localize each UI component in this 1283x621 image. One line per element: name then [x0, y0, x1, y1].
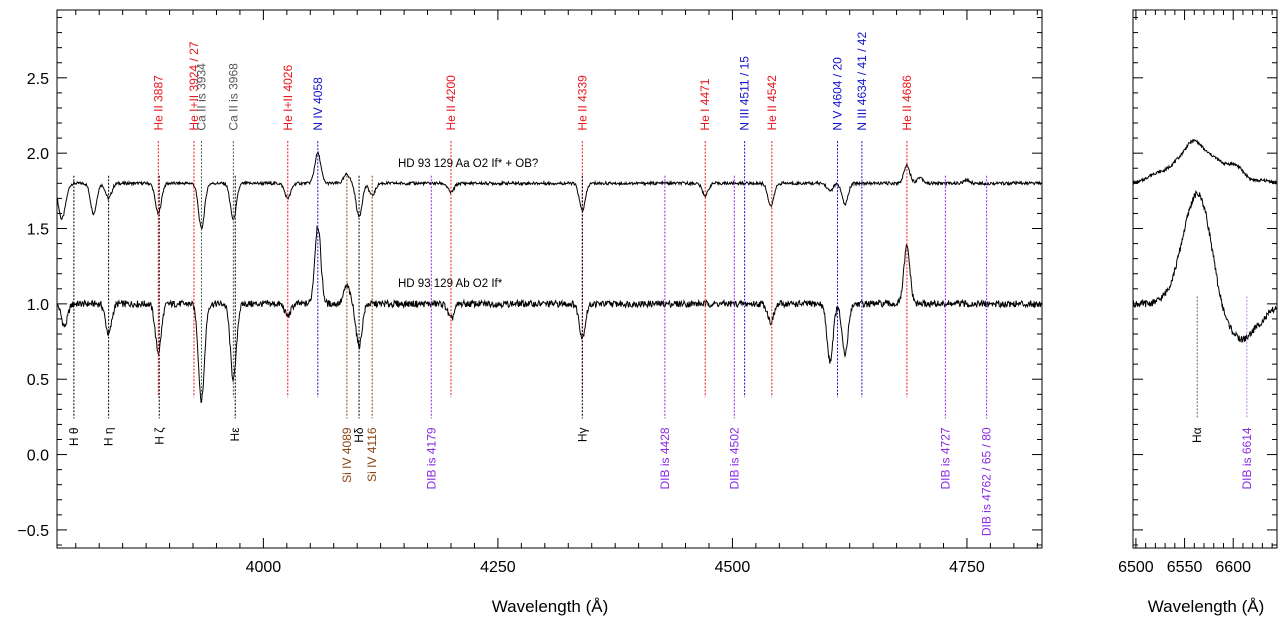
- line-label: N III 4511 / 15: [738, 56, 752, 131]
- line-label: Si IV 4116: [365, 427, 379, 482]
- series-label-ab: HD 93 129 Ab O2 If*: [398, 278, 503, 290]
- x-tick-label: 6500: [1118, 559, 1154, 576]
- series-label-aa: HD 93 129 Aa O2 If* + OB?: [398, 158, 538, 170]
- x-tick-label: 6600: [1215, 559, 1251, 576]
- line-label: He I 4471: [698, 78, 712, 130]
- line-label: N V 4604 / 20: [830, 57, 844, 131]
- spectrum-line-ab: [1132, 189, 1278, 343]
- y-tick-label: 0.0: [27, 448, 49, 465]
- line-label: DIB is 4762 / 65 / 80: [980, 427, 994, 536]
- line-label: He I+II 4026: [281, 65, 295, 131]
- line-label: He II 4339: [575, 75, 589, 131]
- line-label: H η: [102, 427, 116, 446]
- x-axis-title: Wavelength (Å): [492, 597, 609, 616]
- x-tick-label: 4750: [949, 559, 985, 576]
- y-tick-label: 1.5: [27, 222, 49, 239]
- spectrum-line-aa: [1133, 139, 1278, 186]
- spectrum-line-aa: [56, 150, 1042, 231]
- plot-frame: [56, 9, 1043, 549]
- line-label: He II 4686: [900, 75, 914, 131]
- line-label: DIB is 4428: [658, 427, 672, 489]
- y-tick-label: −0.5: [17, 523, 49, 540]
- line-label: N IV 4058: [311, 77, 325, 131]
- line-label: He II 3887: [151, 75, 165, 131]
- line-label: Ca II is 3968: [226, 63, 240, 131]
- line-label: DIB is 4502: [727, 427, 741, 489]
- y-tick-label: 2.5: [27, 71, 49, 88]
- line-label: Hγ: [575, 427, 589, 442]
- line-label: H θ: [67, 427, 81, 446]
- plot-frame: [1132, 9, 1278, 549]
- x-tick-label: 4000: [246, 559, 282, 576]
- line-label: DIB is 4727: [938, 427, 952, 489]
- line-label: Hδ: [352, 427, 366, 443]
- x-tick-label: 6550: [1167, 559, 1203, 576]
- y-tick-label: 1.0: [27, 297, 49, 314]
- line-label: Ca II is 3934: [194, 63, 208, 131]
- line-label: DIB is 6614: [1240, 427, 1254, 489]
- line-label: Hε: [228, 427, 242, 442]
- y-tick-label: 0.5: [27, 372, 49, 389]
- x-axis-title: Wavelength (Å): [1148, 597, 1265, 616]
- spectrum-line-ab: [56, 225, 1042, 404]
- x-tick-label: 4500: [715, 559, 751, 576]
- x-tick-label: 4250: [480, 559, 516, 576]
- line-label: DIB is 4179: [424, 427, 438, 489]
- h-alpha-panel: 6500 6550 6600 Wavelength (Å) Hα DIB is 6614: [1118, 9, 1278, 616]
- line-label: He II 4542: [765, 75, 779, 131]
- line-label: Si IV 4089: [340, 427, 354, 483]
- line-label: N III 4634 / 41 / 42: [855, 32, 869, 131]
- line-label: He I+II 3924 / 27: [187, 41, 201, 130]
- y-tick-label: 2.0: [27, 146, 49, 163]
- line-label: H ζ: [152, 427, 166, 445]
- main-spectrum-panel: 4000 4250 4500 4750 −0.5 0.0 0.5 1.0 1.5 2.0 2.5 Wa…: [17, 9, 1043, 616]
- line-label: Hα: [1190, 427, 1204, 443]
- line-label: He II 4200: [444, 75, 458, 131]
